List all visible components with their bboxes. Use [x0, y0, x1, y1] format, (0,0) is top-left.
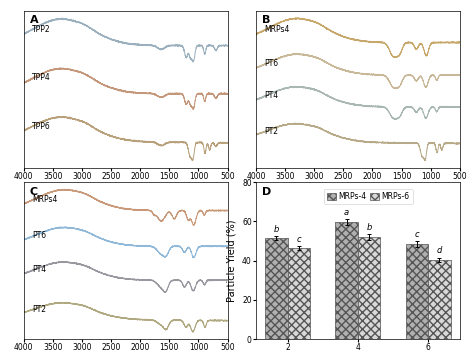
- Text: PT4: PT4: [32, 265, 46, 274]
- Text: PT4: PT4: [264, 91, 279, 100]
- Bar: [406, 244, 428, 339]
- Bar: [428, 260, 450, 339]
- Text: b: b: [274, 225, 279, 234]
- Legend: MRPs-4, MRPs-6: MRPs-4, MRPs-6: [324, 189, 412, 204]
- Text: TPP2: TPP2: [32, 25, 51, 34]
- Bar: [336, 222, 358, 339]
- Bar: [288, 248, 310, 339]
- Text: B: B: [262, 15, 271, 25]
- Text: c: c: [415, 230, 419, 238]
- Text: C: C: [30, 187, 38, 197]
- Text: MRPs4: MRPs4: [32, 195, 58, 204]
- Text: PT6: PT6: [32, 231, 46, 240]
- Text: D: D: [262, 187, 271, 197]
- Text: MRPs4: MRPs4: [264, 25, 290, 34]
- Text: PT6: PT6: [264, 59, 279, 68]
- Text: TPP4: TPP4: [32, 73, 51, 82]
- Bar: [358, 237, 380, 339]
- Text: PT2: PT2: [264, 127, 279, 136]
- Text: a: a: [344, 208, 349, 217]
- Text: b: b: [366, 223, 372, 232]
- Text: c: c: [297, 235, 301, 243]
- Text: d: d: [437, 246, 442, 255]
- Y-axis label: Particle Yield (%): Particle Yield (%): [227, 219, 237, 302]
- Text: A: A: [30, 15, 38, 25]
- Text: TPP6: TPP6: [32, 122, 51, 131]
- Bar: [265, 238, 288, 339]
- Text: PT2: PT2: [32, 305, 46, 314]
